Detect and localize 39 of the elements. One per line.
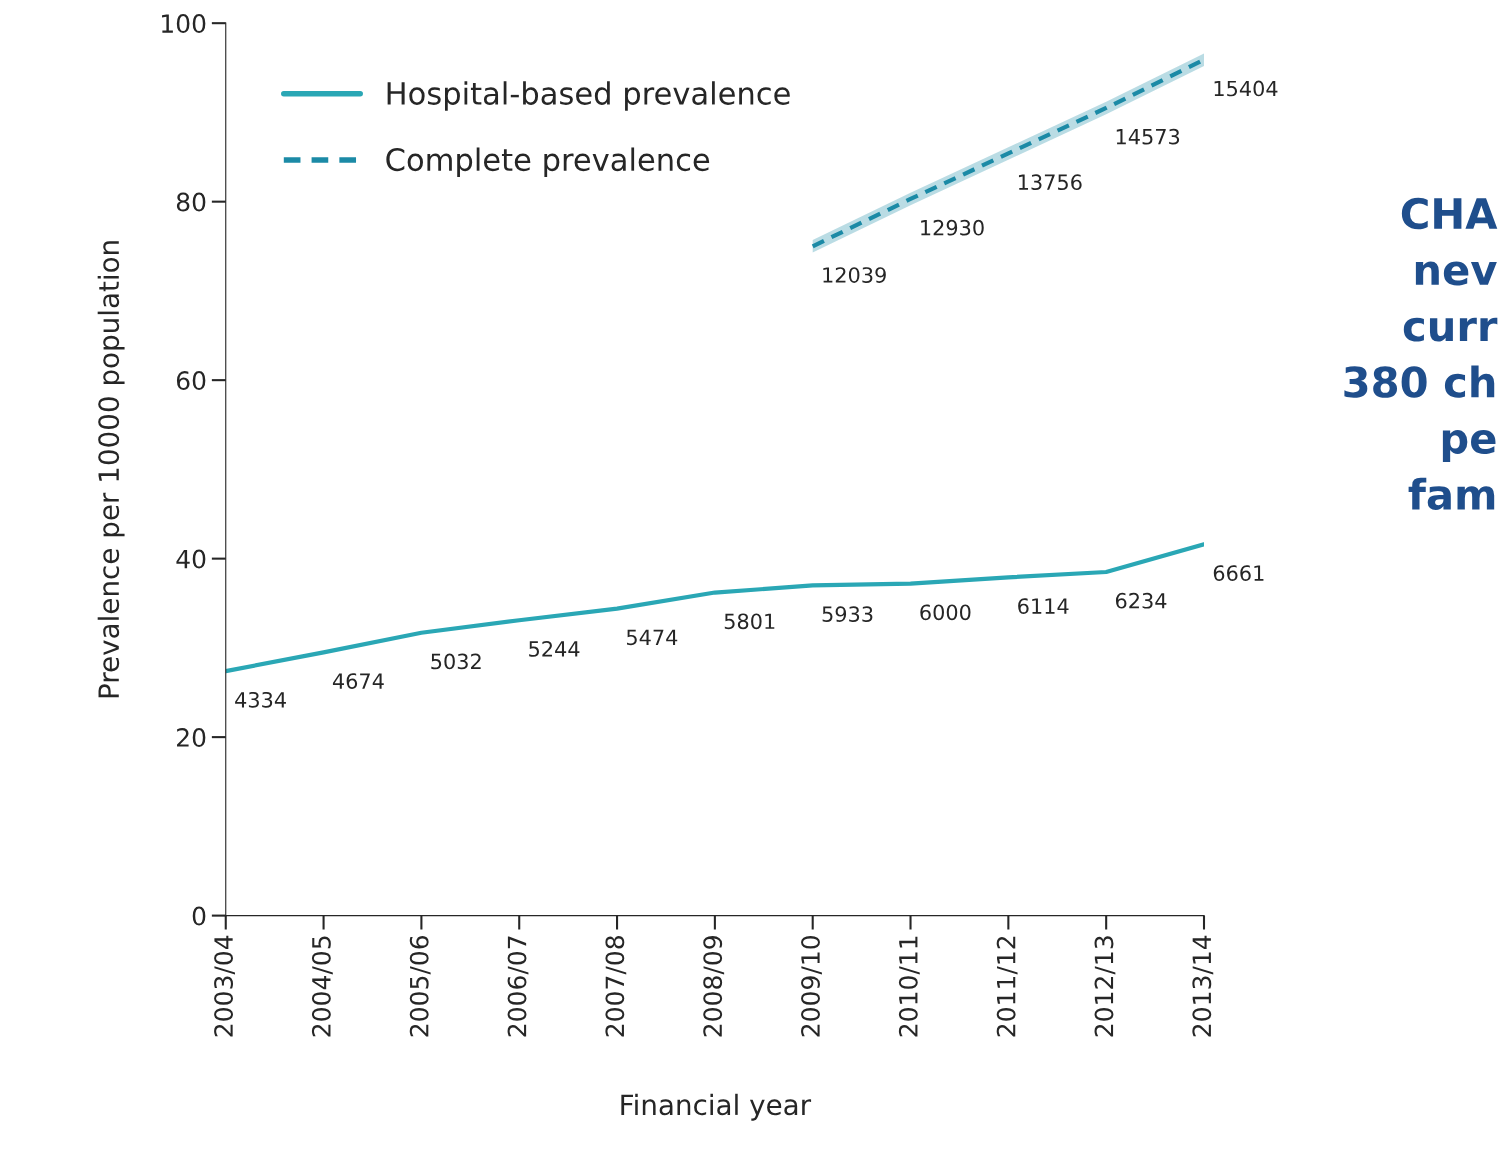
annotation: 6114 — [1018, 598, 1069, 614]
annotation: 6000 — [920, 604, 971, 621]
annotation: 13756 — [1018, 174, 1082, 191]
y-axis-title: Prevalence per 10000 population — [97, 241, 125, 698]
annotation: 12930 — [921, 219, 984, 236]
x-tick-label: 2013/14 — [1192, 935, 1214, 1037]
y-tick-label: 100 — [162, 14, 206, 34]
annotation: 14573 — [1116, 128, 1180, 145]
x-tick-label: 2012/13 — [1094, 936, 1116, 1037]
annotation: 6234 — [1115, 592, 1167, 609]
x-tick-label: 2005/06 — [409, 935, 431, 1037]
y-tick-label: 80 — [176, 192, 206, 212]
x-tick-label: 2008/09 — [703, 936, 725, 1037]
x-tick-label: 2011/12 — [996, 936, 1018, 1037]
x-tick-label: 2006/07 — [507, 936, 529, 1037]
x-tick-label: 2004/05 — [311, 936, 333, 1037]
y-tick-label: 0 — [192, 906, 206, 926]
x-axis-title: Financial year — [621, 1093, 812, 1121]
y-tick-label: 60 — [176, 371, 206, 391]
annotation: 5474 — [626, 629, 678, 646]
line-series — [225, 542, 1204, 674]
y-tick-label: 40 — [176, 549, 206, 569]
annotation: 6661 — [1213, 565, 1264, 581]
annotation: 5801 — [724, 613, 775, 630]
annotation: 4334 — [235, 691, 286, 708]
legend-label: Complete prevalence — [386, 147, 710, 178]
annotation: 4674 — [332, 673, 384, 689]
annotation: 12039 — [823, 267, 886, 283]
y-tick-label: 20 — [177, 728, 206, 747]
x-tick-label: 2009/10 — [801, 936, 822, 1037]
text: CHA nev curr 380 ch pe fam — [1344, 197, 1498, 511]
x-tick-label: 2010/11 — [898, 936, 920, 1037]
annotation: 5032 — [431, 653, 481, 670]
annotation: 5933 — [822, 606, 873, 623]
legend-label: Hospital-based prevalence — [387, 81, 790, 111]
x-tick-label: 2003/04 — [214, 935, 235, 1037]
annotation: 5244 — [529, 641, 580, 657]
annotation: 15404 — [1214, 80, 1278, 97]
x-tick-label: 2007/08 — [605, 936, 627, 1037]
